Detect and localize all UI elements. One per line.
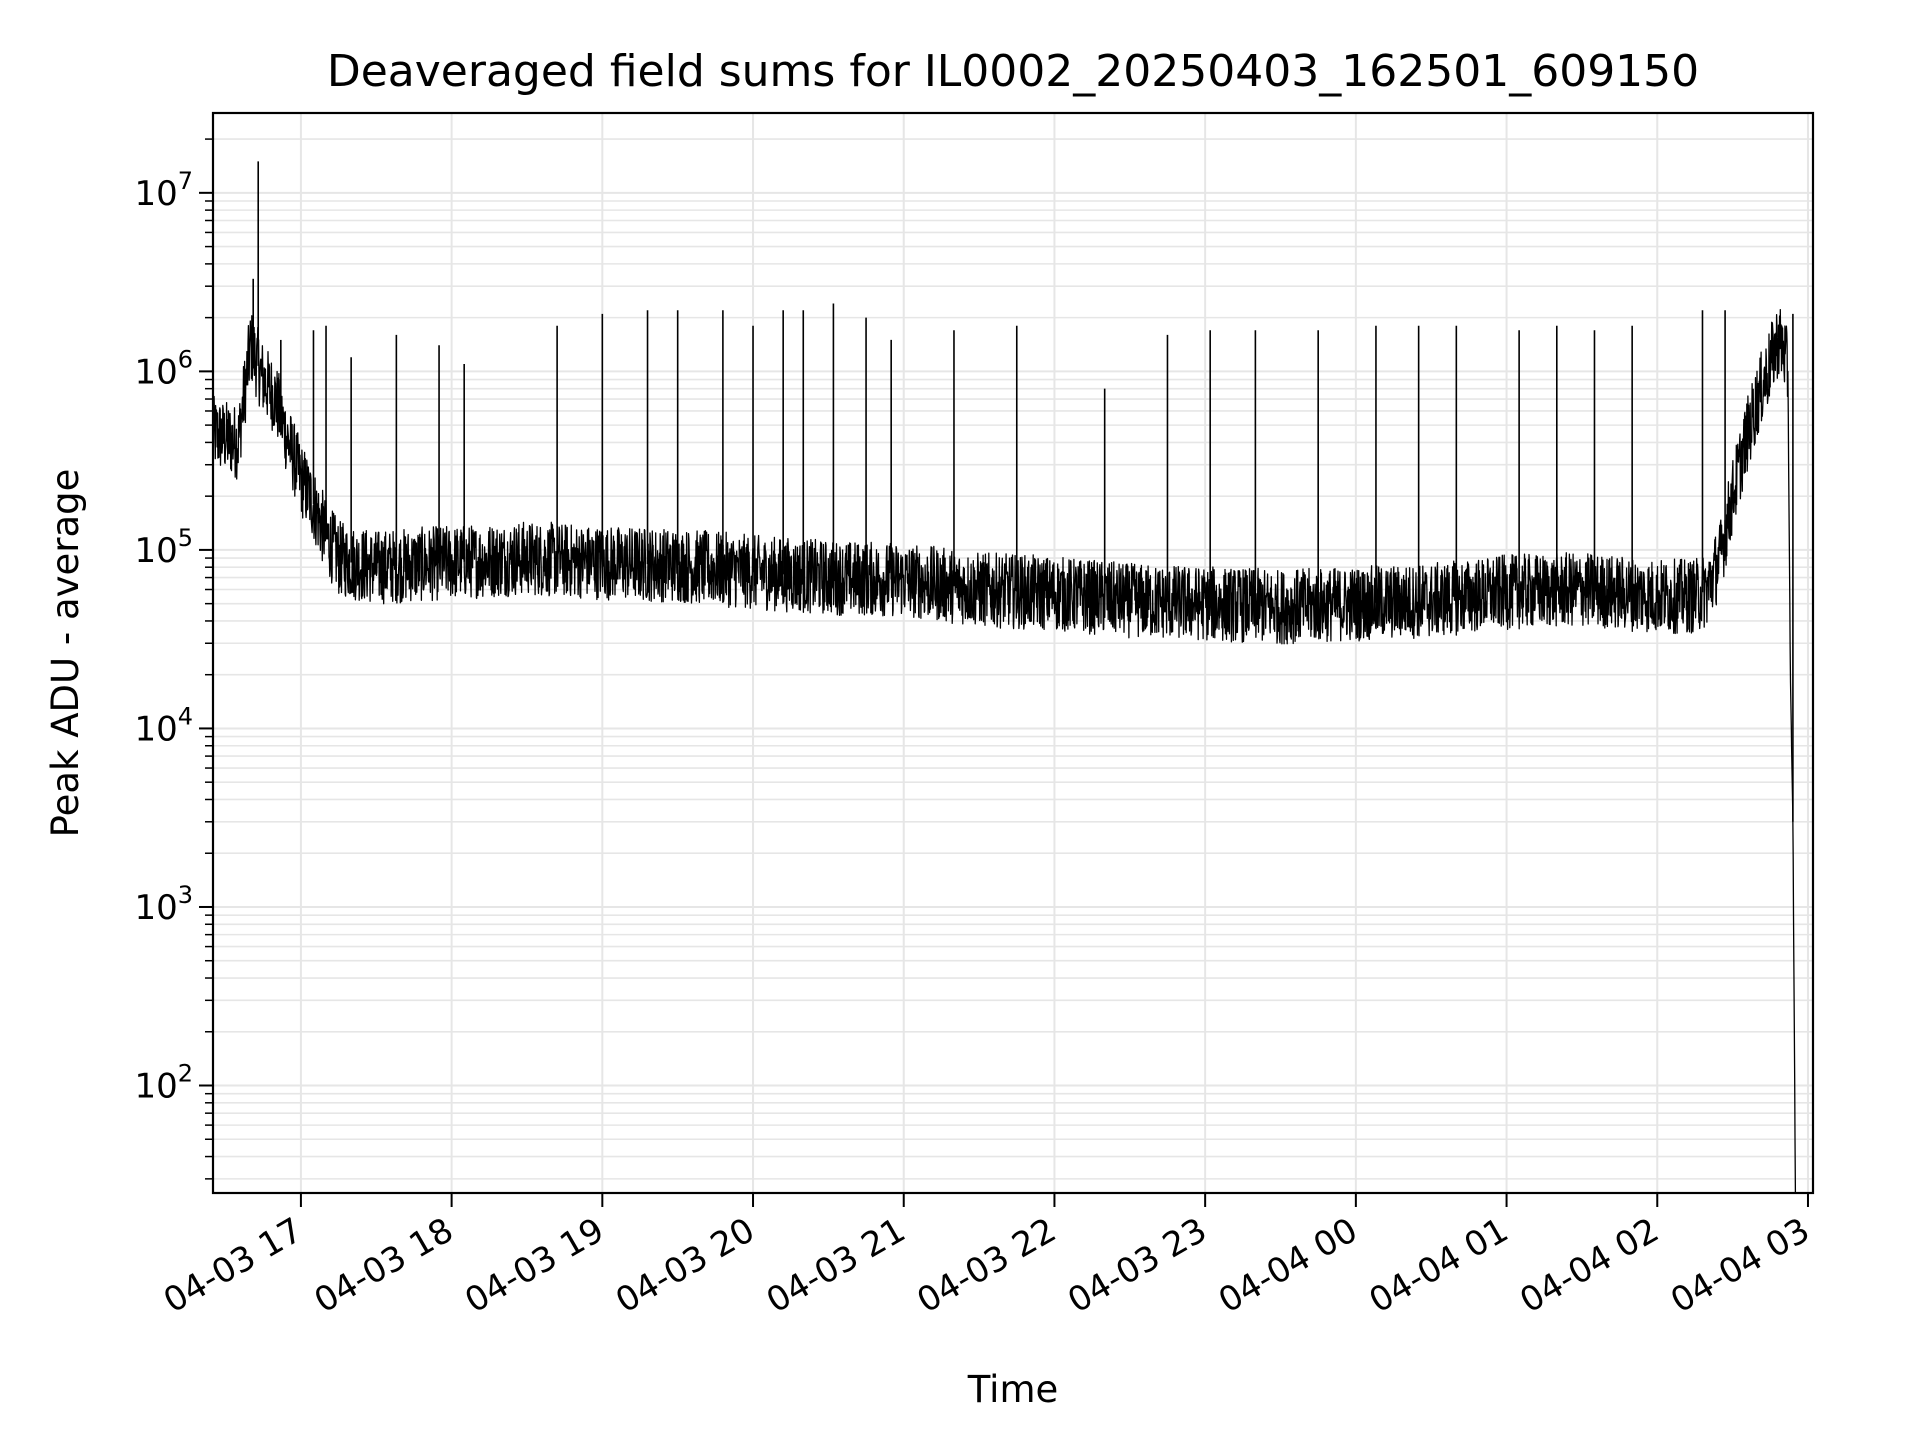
y-tick-exponent: 2: [178, 1060, 193, 1088]
series-group: [213, 161, 1797, 1193]
y-tick-base: 10: [134, 174, 177, 214]
y-tick-label: 107: [134, 167, 193, 214]
y-tick-label: 104: [134, 702, 193, 749]
chart-title: Deaveraged field sums for IL0002_2025040…: [327, 46, 1699, 97]
plot-frame: [211, 111, 1815, 1195]
y-tick-label: 106: [134, 345, 193, 392]
y-tick-base: 10: [134, 531, 177, 571]
y-tick-base: 10: [134, 1067, 177, 1107]
y-tick-label: 103: [134, 881, 193, 928]
y-tick-exponent: 7: [178, 167, 193, 195]
y-tick-base: 10: [134, 352, 177, 392]
x-axis-label: Time: [967, 1368, 1059, 1411]
y-axis-label: Peak ADU - average: [44, 469, 87, 838]
y-tick-exponent: 6: [178, 345, 193, 373]
y-tick-exponent: 3: [178, 881, 193, 909]
y-tick-label: 105: [134, 524, 193, 571]
y-tick-exponent: 4: [178, 702, 193, 730]
y-tick-label: 102: [134, 1060, 193, 1107]
y-tick-base: 10: [134, 888, 177, 928]
series-line: [213, 308, 1797, 1193]
y-tick-base: 10: [134, 709, 177, 749]
y-tick-exponent: 5: [178, 524, 193, 552]
